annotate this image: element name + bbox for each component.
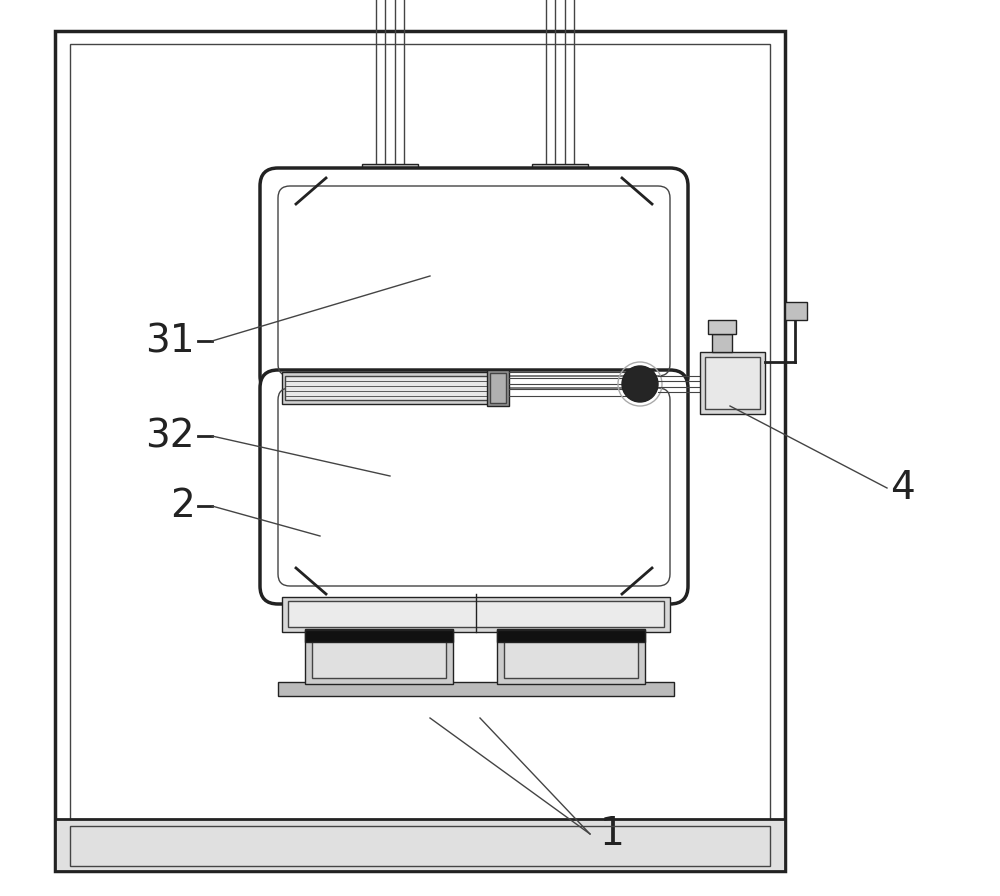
Text: 1: 1 (600, 815, 625, 853)
Bar (70, 826, 770, 866)
Text: 2: 2 (170, 487, 195, 525)
Bar (282, 597, 670, 632)
Bar (282, 372, 492, 404)
Text: 31: 31 (145, 322, 195, 360)
Bar (55, 31, 785, 871)
Bar (278, 682, 674, 696)
FancyBboxPatch shape (260, 168, 688, 394)
Bar (700, 352, 765, 414)
Bar (497, 629, 645, 684)
Bar (708, 320, 736, 334)
Bar (312, 636, 446, 678)
Bar (305, 629, 453, 684)
Bar (285, 376, 489, 400)
Bar (712, 334, 732, 352)
Bar (504, 636, 638, 678)
Text: 32: 32 (146, 417, 195, 455)
Bar (362, 164, 418, 186)
Circle shape (622, 366, 658, 402)
Text: 4: 4 (890, 469, 915, 507)
Bar (288, 601, 664, 627)
Bar (305, 630, 453, 642)
Bar (70, 44, 770, 858)
Bar (487, 370, 509, 406)
Bar (497, 630, 645, 642)
Bar (785, 302, 807, 320)
Bar (490, 373, 506, 403)
Bar (55, 819, 785, 871)
Bar (532, 164, 588, 186)
FancyBboxPatch shape (260, 370, 688, 604)
Bar (705, 357, 760, 409)
